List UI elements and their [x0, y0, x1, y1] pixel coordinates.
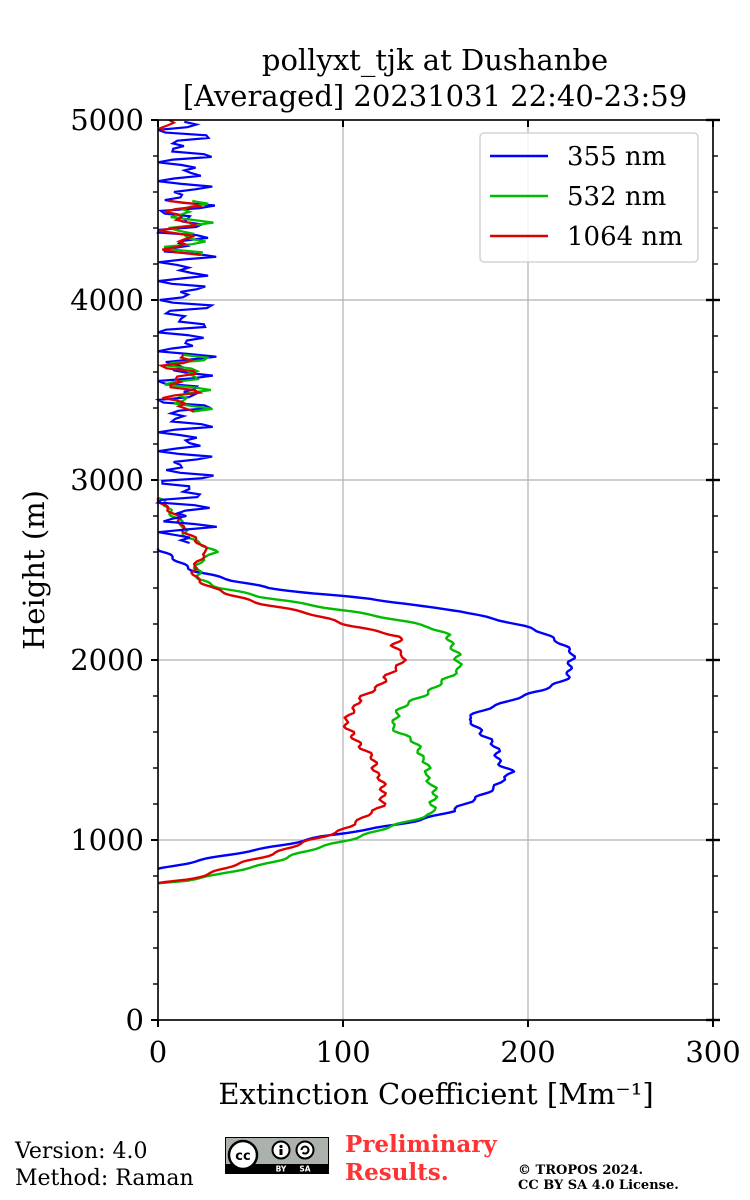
- badge-by-label: BY: [276, 1165, 287, 1174]
- copyright-line-2: CC BY SA 4.0 License.: [518, 1178, 679, 1193]
- x-axis-label: Extinction Coefficient [Mm⁻¹]: [218, 1077, 653, 1111]
- series-line-355-nm: [156, 548, 576, 870]
- series-line-1064-nm: [156, 498, 407, 885]
- x-tick-label: 300: [685, 1035, 740, 1069]
- y-tick-label: 3000: [70, 463, 144, 497]
- badge-sa-label: SA: [299, 1165, 310, 1174]
- svg-text:cc: cc: [235, 1149, 250, 1164]
- copyright-text: © TROPOS 2024. CC BY SA 4.0 License.: [518, 1163, 679, 1193]
- axes-frame: [157, 119, 714, 1021]
- preliminary-line-2: Results.: [345, 1159, 449, 1186]
- x-tick-label: 200: [500, 1035, 555, 1069]
- legend-box: [479, 132, 699, 263]
- x-tick-label: 0: [149, 1035, 167, 1069]
- version-text: Version: 4.0: [15, 1139, 148, 1164]
- y-axis-label: Height (m): [17, 490, 51, 650]
- y-tick-label: 4000: [70, 283, 144, 317]
- preliminary-results-text: Preliminary Results.: [345, 1131, 497, 1187]
- method-text: Method: Raman: [15, 1166, 194, 1191]
- by-attribution-icon: [271, 1140, 291, 1160]
- sa-share-alike-icon: [295, 1140, 315, 1160]
- upper-profile-segment: [158, 119, 177, 132]
- legend-label: 532 nm: [567, 182, 666, 212]
- chart-title: pollyxt_tjk at Dushanbe: [262, 43, 608, 78]
- x-tick-label: 100: [315, 1035, 370, 1069]
- chart-subtitle: [Averaged] 20231031 22:40-23:59: [183, 79, 687, 113]
- cc-icon: cc: [227, 1139, 259, 1171]
- y-tick-label: 1000: [70, 823, 144, 857]
- legend-label: 1064 nm: [567, 222, 683, 252]
- copyright-line-1: © TROPOS 2024.: [518, 1163, 644, 1178]
- y-tick-label: 5000: [70, 103, 144, 137]
- series-line-532-nm: [157, 496, 463, 885]
- legend: 355 nm 532 nm 1064 nm: [479, 132, 699, 263]
- axis-ticks: [151, 118, 720, 1027]
- preliminary-line-1: Preliminary: [345, 1131, 497, 1158]
- upper-profile-segment: [157, 199, 205, 257]
- y-tick-label: 2000: [70, 643, 144, 677]
- cc-license-badge: cc BY SA: [225, 1137, 329, 1174]
- y-tick-label: 0: [126, 1003, 144, 1037]
- upper-profile-segment: [157, 354, 204, 413]
- legend-label: 355 nm: [567, 142, 666, 172]
